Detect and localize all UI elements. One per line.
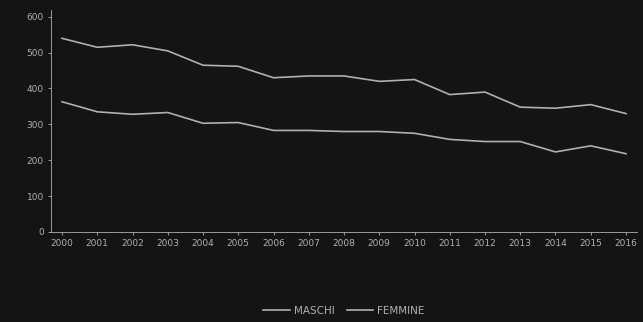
- FEMMINE: [481, 140, 489, 144]
- FEMMINE: [58, 100, 66, 104]
- FEMMINE: [411, 131, 419, 135]
- MASCHI: [305, 74, 312, 78]
- MASCHI: [446, 93, 453, 97]
- Line: FEMMINE: FEMMINE: [62, 102, 626, 154]
- MASCHI: [235, 64, 242, 68]
- MASCHI: [481, 90, 489, 94]
- Legend: MASCHI, FEMMINE: MASCHI, FEMMINE: [259, 302, 429, 320]
- FEMMINE: [587, 144, 595, 148]
- Line: MASCHI: MASCHI: [62, 38, 626, 114]
- MASCHI: [411, 78, 419, 81]
- MASCHI: [129, 43, 136, 47]
- MASCHI: [58, 36, 66, 40]
- MASCHI: [516, 105, 524, 109]
- FEMMINE: [446, 137, 453, 141]
- FEMMINE: [129, 112, 136, 116]
- MASCHI: [376, 80, 383, 83]
- FEMMINE: [516, 140, 524, 144]
- MASCHI: [552, 106, 559, 110]
- MASCHI: [622, 112, 630, 116]
- FEMMINE: [552, 150, 559, 154]
- FEMMINE: [235, 121, 242, 125]
- FEMMINE: [376, 129, 383, 133]
- MASCHI: [340, 74, 348, 78]
- MASCHI: [93, 45, 101, 49]
- FEMMINE: [269, 128, 277, 132]
- FEMMINE: [340, 129, 348, 133]
- MASCHI: [269, 76, 277, 80]
- FEMMINE: [305, 128, 312, 132]
- MASCHI: [587, 103, 595, 107]
- FEMMINE: [622, 152, 630, 156]
- MASCHI: [199, 63, 207, 67]
- MASCHI: [164, 49, 172, 53]
- FEMMINE: [199, 121, 207, 125]
- FEMMINE: [164, 110, 172, 114]
- FEMMINE: [93, 110, 101, 114]
